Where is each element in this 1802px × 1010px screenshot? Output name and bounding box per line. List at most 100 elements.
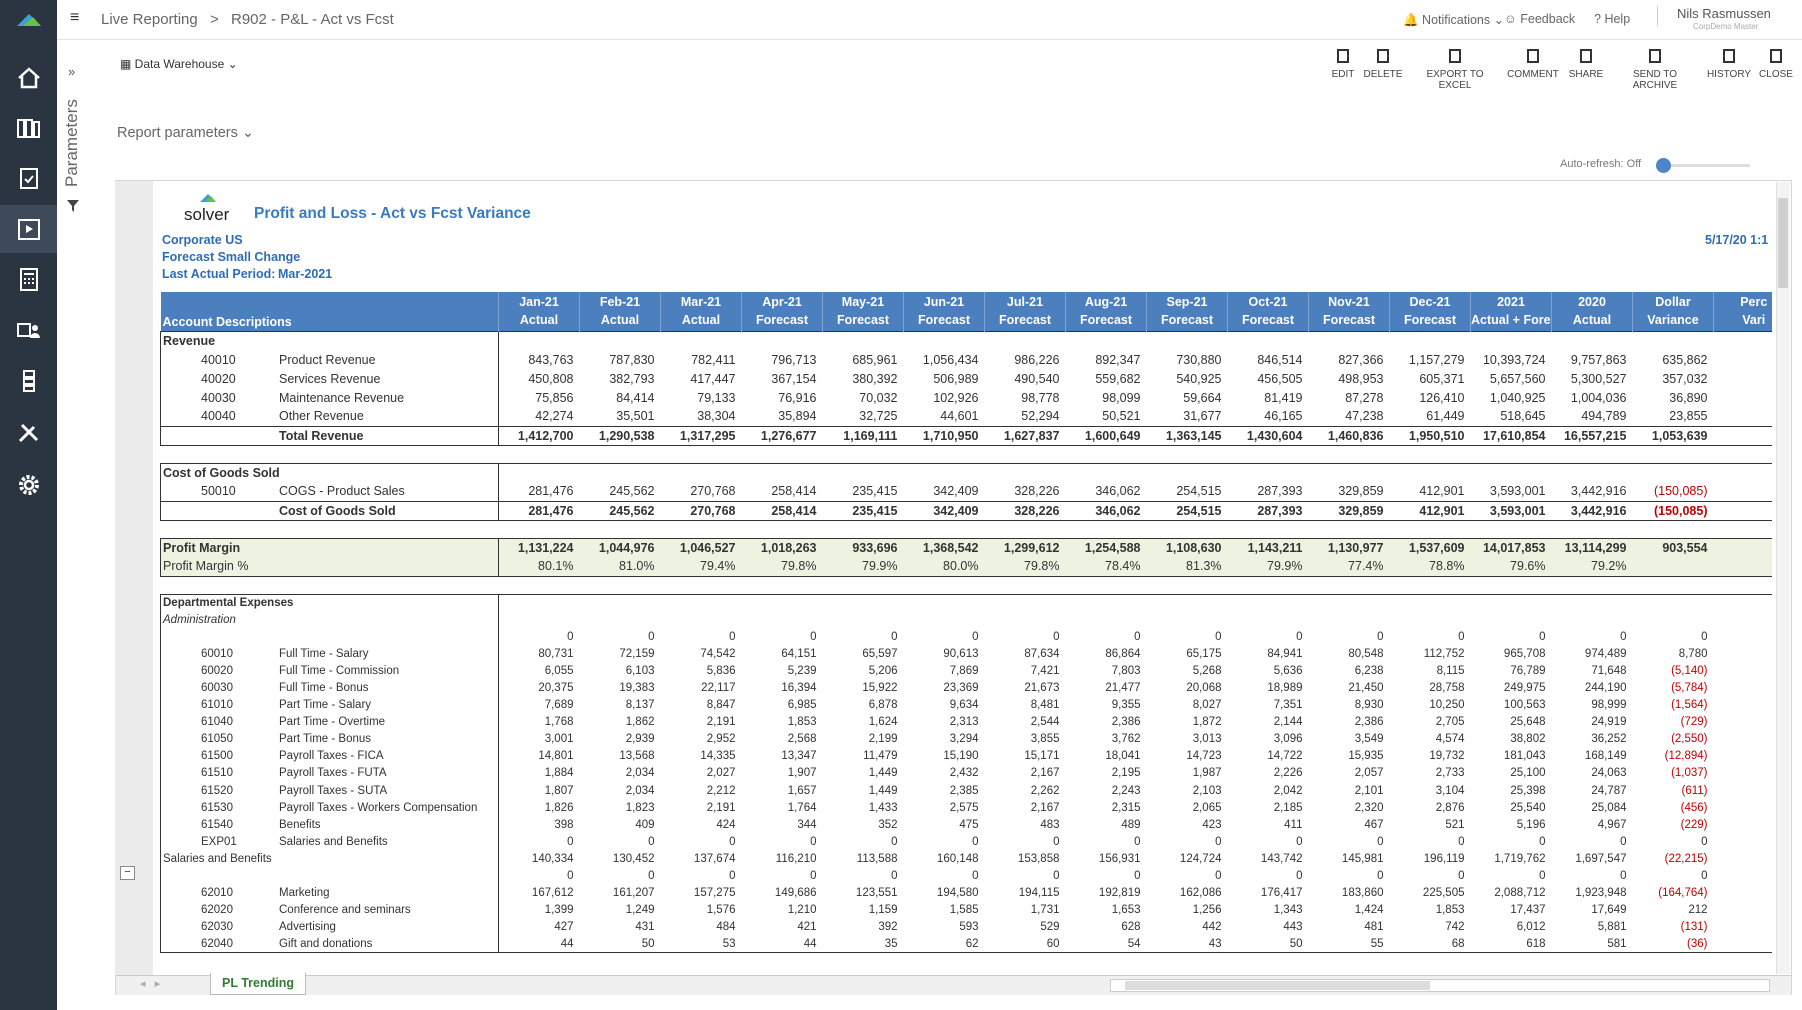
value-cell	[1471, 463, 1552, 482]
value-cell: 1,424	[1354, 904, 1384, 917]
auto-refresh-track[interactable]	[1664, 164, 1750, 167]
filter-icon[interactable]	[66, 199, 80, 213]
value-cell: 1,254,588	[1065, 538, 1147, 557]
toolbar-button[interactable]: HISTORY	[1689, 48, 1769, 80]
value-cell: 8,780	[1678, 647, 1708, 660]
value-cell: 618	[1526, 938, 1546, 951]
value-cell: 3,442,916	[1570, 484, 1627, 499]
home-icon[interactable]	[16, 66, 42, 90]
value-cell: 0	[1458, 835, 1465, 848]
vertical-scrollbar[interactable]	[1776, 182, 1790, 974]
settings-icon[interactable]	[16, 472, 42, 498]
report-parameters[interactable]: Report parameters ⌄	[117, 125, 255, 141]
hierarchy-icon[interactable]	[16, 369, 42, 393]
value-cell	[1633, 594, 1714, 611]
account-cell: 40040 Other Revenue	[160, 407, 499, 426]
reports-icon[interactable]	[16, 217, 42, 241]
value-cell: 0	[1134, 870, 1141, 883]
account-label: Revenue	[163, 333, 216, 348]
value-cell: 0	[1215, 630, 1222, 643]
value-cell: 1,430,604	[1227, 425, 1309, 445]
value-cell: 2,101	[1354, 784, 1384, 797]
value-cell	[1713, 500, 1772, 520]
parameters-strip[interactable]: » Parameters	[61, 44, 86, 1010]
sheet-tab[interactable]: PL Trending	[210, 973, 306, 995]
tools-icon[interactable]	[16, 421, 42, 445]
value-cell: 9,634	[949, 699, 979, 712]
value-cell: 254,515	[1176, 484, 1222, 499]
value-cell	[1714, 645, 1773, 662]
toolbar-button[interactable]: SHARE	[1546, 48, 1626, 80]
account-cell: Salaries and Benefits	[160, 850, 499, 868]
value-cell: 380,392	[852, 371, 898, 386]
value-cell: 1,731	[1030, 904, 1060, 917]
help[interactable]: ? Help	[1594, 12, 1631, 26]
tasks-icon[interactable]	[16, 166, 42, 190]
value-cell: (729)	[1680, 716, 1708, 729]
account-label: Maintenance Revenue	[279, 390, 405, 405]
value-cell: 4,574	[1435, 733, 1465, 746]
value-cell: 14,801	[538, 750, 574, 763]
toolbar-button[interactable]: COMMENT	[1493, 48, 1573, 80]
value-cell: 0	[1377, 630, 1384, 643]
users-icon[interactable]	[16, 318, 42, 342]
account-cell: 62020 Conference and seminars	[160, 901, 499, 919]
user-name[interactable]: Nils Rasmussen	[1677, 6, 1771, 21]
solver-logo: solver	[184, 194, 230, 224]
value-cell: 0	[1377, 870, 1384, 883]
value-cell: 1,343	[1273, 904, 1303, 917]
account-cell	[160, 867, 499, 885]
value-cell: 0	[1296, 630, 1303, 643]
account-code: 40010	[201, 352, 236, 367]
value-cell: 112,752	[1423, 647, 1465, 660]
account-cell: 40010 Product Revenue	[160, 350, 499, 369]
value-cell	[1714, 662, 1773, 679]
table-row: 61530 Payroll Taxes - Workers Compensatio…	[160, 799, 1773, 817]
value-cell: 7,689	[544, 699, 574, 712]
value-cell	[1714, 407, 1773, 426]
account-code: 61510	[201, 767, 233, 780]
collapse-arrow[interactable]: »	[68, 64, 76, 79]
vertical-scroll-thumb[interactable]	[1778, 198, 1788, 288]
toolbar-button[interactable]: EDIT	[1303, 48, 1383, 80]
horizontal-scroll-thumb[interactable]	[1125, 981, 1430, 990]
value-cell: 1,449	[868, 784, 898, 797]
outline-collapse[interactable]: −	[120, 866, 135, 880]
value-cell	[1228, 331, 1309, 350]
toolbar-label: EXPORT TO EXCEL	[1426, 69, 1484, 91]
account-label: Full Time - Commission	[279, 664, 400, 677]
auto-refresh-toggle[interactable]	[1656, 158, 1671, 173]
value-cell: 1,131,224	[498, 538, 580, 557]
value-cell: 28,758	[1429, 682, 1465, 695]
value-cell: 1,433	[868, 801, 898, 814]
value-cell: 3,294	[949, 733, 979, 746]
sheet-nav[interactable]: ◂ ▸	[140, 978, 161, 990]
value-cell: 194,580	[936, 887, 979, 900]
value-cell: 8,847	[706, 699, 736, 712]
calculator-icon[interactable]	[16, 267, 42, 291]
account-cell: 61010 Part Time - Salary	[160, 696, 499, 714]
value-cell	[1309, 611, 1390, 628]
toolbar-button[interactable]: EXPORT TO EXCEL	[1415, 48, 1495, 91]
value-cell: 3,013	[1192, 733, 1222, 746]
account-label: Product Revenue	[279, 352, 376, 367]
value-cell	[1228, 594, 1309, 611]
toolbar-button[interactable]: CLOSE	[1736, 48, 1802, 80]
breadcrumb-root[interactable]: Live Reporting	[101, 11, 198, 28]
data-source[interactable]: ▦ Data Warehouse ⌄	[120, 57, 238, 71]
account-label: Full Time - Bonus	[279, 682, 369, 695]
value-cell: 194,115	[1018, 887, 1060, 900]
notifications[interactable]: 🔔 Notifications ⌄	[1403, 13, 1505, 27]
value-cell: 126,410	[1419, 390, 1465, 405]
toolbar-button[interactable]: SEND TO ARCHIVE	[1615, 48, 1695, 91]
report-date: 5/17/20 1:1	[1705, 233, 1769, 247]
feedback[interactable]: ☺ Feedback	[1504, 12, 1576, 26]
menu-icon[interactable]: ≡	[70, 9, 80, 26]
table-row: 61010 Part Time - Salary 7,689 8,137 8,847 6,…	[160, 696, 1773, 714]
value-cell: 79,133	[697, 390, 736, 405]
toolbar-button[interactable]: DELETE	[1343, 48, 1423, 80]
library-icon[interactable]	[16, 116, 42, 140]
value-cell: 23,855	[1669, 409, 1708, 424]
value-cell	[742, 331, 823, 350]
value-cell: 933,696	[822, 538, 904, 557]
